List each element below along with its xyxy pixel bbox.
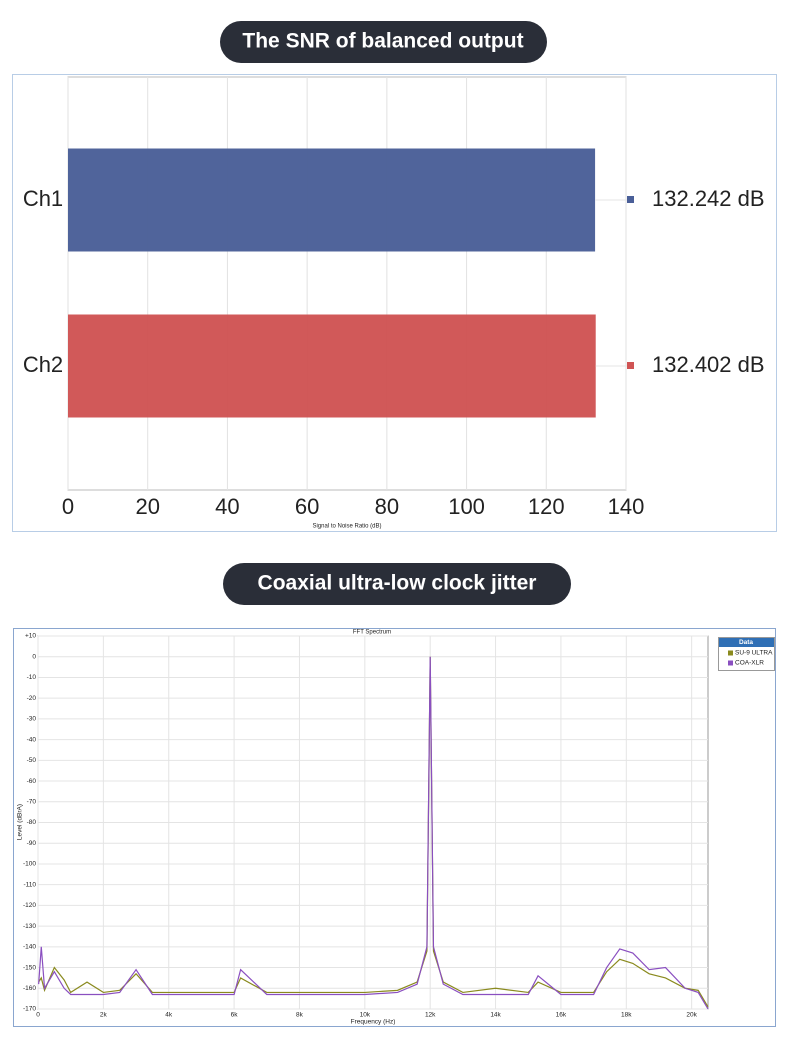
chart-frame xyxy=(13,628,776,1027)
y-tick-label: -20 xyxy=(27,695,37,702)
y-tick-label: -30 xyxy=(27,716,37,723)
y-tick-label: -140 xyxy=(23,944,36,951)
y-tick-label: -90 xyxy=(27,840,37,847)
legend-label: COA-XLR xyxy=(735,660,764,667)
legend-label: SU-9 ULTRA xyxy=(735,650,773,657)
legend-title: Data xyxy=(739,639,753,646)
x-tick-label: 140 xyxy=(608,494,645,519)
bar xyxy=(68,314,596,418)
y-tick-label: -80 xyxy=(27,819,37,826)
plot-title: FFT Spectrum xyxy=(353,630,391,636)
y-tick-label: -170 xyxy=(23,1006,36,1013)
y-tick-label: -60 xyxy=(27,778,37,785)
x-tick-label: 16k xyxy=(556,1012,567,1019)
chart-frame xyxy=(12,74,777,532)
x-tick-label: 40 xyxy=(215,494,239,519)
series-line xyxy=(38,656,709,1008)
category-label: Ch2 xyxy=(23,352,63,377)
y-tick-label: -130 xyxy=(23,923,36,930)
x-tick-label: 8k xyxy=(296,1012,304,1019)
x-tick-label: 12k xyxy=(425,1012,436,1019)
x-axis-label: Frequency (Hz) xyxy=(351,1019,396,1026)
x-tick-label: 60 xyxy=(295,494,319,519)
bar xyxy=(68,148,596,252)
category-label: Ch1 xyxy=(23,186,63,211)
legend-swatch xyxy=(728,650,733,656)
legend-swatch xyxy=(728,660,733,666)
x-axis-label: Signal to Noise Ratio (dB) xyxy=(312,524,381,530)
y-axis-label: Level (dBrA) xyxy=(17,804,24,840)
y-tick-label: +10 xyxy=(25,633,36,640)
x-tick-label: 20k xyxy=(686,1012,697,1019)
x-tick-label: 120 xyxy=(528,494,565,519)
x-tick-label: 14k xyxy=(490,1012,501,1019)
chart-title: The SNR of balanced output xyxy=(242,30,523,53)
x-tick-label: 2k xyxy=(100,1012,108,1019)
y-tick-label: -100 xyxy=(23,861,36,868)
title-badge xyxy=(220,21,547,63)
y-tick-label: -10 xyxy=(27,674,37,681)
x-tick-label: 4k xyxy=(165,1012,173,1019)
y-tick-label: -70 xyxy=(27,798,37,805)
x-tick-label: 100 xyxy=(448,494,485,519)
x-tick-label: 80 xyxy=(375,494,399,519)
x-tick-label: 6k xyxy=(231,1012,239,1019)
x-tick-label: 20 xyxy=(135,494,159,519)
x-tick-label: 18k xyxy=(621,1012,632,1019)
y-tick-label: -160 xyxy=(23,985,36,992)
y-tick-label: -50 xyxy=(27,757,37,764)
x-tick-label: 0 xyxy=(36,1012,40,1019)
value-label: 132.402 dB xyxy=(652,352,765,377)
value-marker xyxy=(627,362,634,369)
plot-area xyxy=(67,76,627,491)
chart-title: Coaxial ultra-low clock jitter xyxy=(258,572,537,595)
value-label: 132.242 dB xyxy=(652,186,765,211)
y-tick-label: -150 xyxy=(23,964,36,971)
y-tick-label: -120 xyxy=(23,902,36,909)
y-tick-label: -40 xyxy=(27,736,37,743)
title-badge xyxy=(223,563,571,605)
legend-header xyxy=(719,638,774,647)
y-tick-label: 0 xyxy=(32,653,36,660)
x-tick-label: 0 xyxy=(62,494,74,519)
value-marker xyxy=(627,196,634,203)
y-tick-label: -110 xyxy=(23,881,36,888)
series-line xyxy=(38,656,709,1010)
x-tick-label: 10k xyxy=(360,1012,371,1019)
